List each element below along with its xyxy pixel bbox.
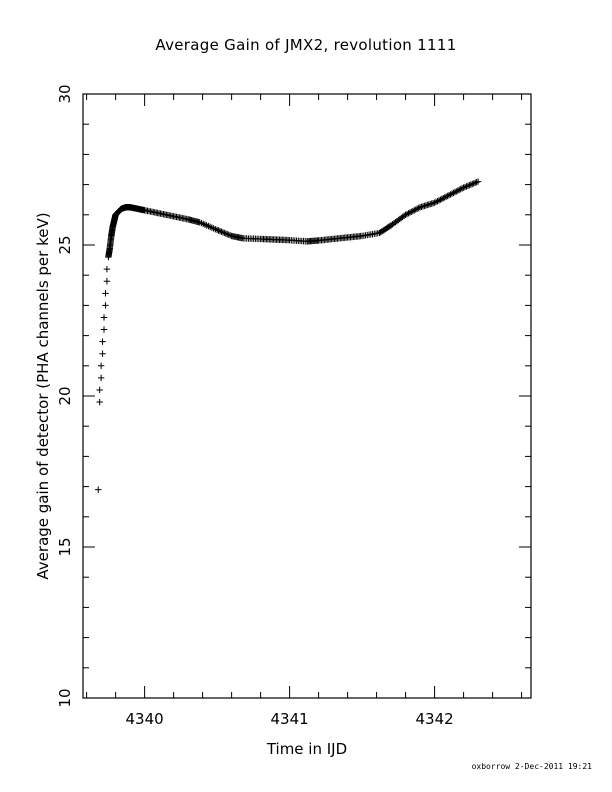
data-point-fill [216,227,224,235]
data-point-fill [409,207,417,215]
data-point-fill [457,185,464,193]
data-point-fill [454,187,461,194]
x-tick-label: 4341 [271,710,309,728]
data-point-fill [221,229,228,237]
data-point-fill [222,230,230,237]
data-point-fill [440,194,447,202]
y-axis-label: Average gain of detector (PHA channels p… [34,212,52,579]
data-point-fill [212,225,219,233]
data-point-fill [466,182,473,189]
data-point-fill [218,228,225,235]
data-point-fill [399,213,406,221]
data-point-fill [442,193,450,200]
data-point-fill [437,196,444,203]
y-tick-label: 15 [56,537,74,556]
data-point-fill [411,207,418,214]
data-point-fill [461,183,469,191]
data-point-fill [412,206,419,213]
data-point-fill [154,209,161,217]
data-point-fill [456,186,463,194]
data-point-fill [450,189,457,197]
data-point-fill [406,209,414,216]
data-point-fill [434,198,441,205]
data-point-fill [415,204,422,212]
data-point [96,386,103,394]
data-point-fill [432,198,440,206]
data-point [474,178,482,185]
data-point-fill [451,188,459,196]
data-point-fill [471,179,479,186]
data-point-fill [168,212,176,220]
data-point-fill [219,229,227,236]
data-point-fill [467,181,475,188]
data-point [103,278,111,285]
data-point-fill [224,230,231,238]
data-point-fill [413,205,421,212]
data-point [103,265,111,273]
y-tick-label: 20 [56,386,74,405]
data-point-fill [385,223,392,231]
data-point-fill [464,182,472,190]
data-point [99,350,106,357]
data-point-fill [429,199,437,207]
x-tick-label: 4340 [126,710,164,728]
data-point [100,326,108,333]
data-point-fill [215,227,222,234]
data-point-fill [195,218,202,226]
data-point-fill [469,180,476,188]
data-point-fill [470,180,477,187]
data-point [95,486,102,493]
data-point-fill [473,178,480,186]
data-point-fill [453,188,460,195]
data-point-fill [405,210,412,217]
data-point [102,290,109,297]
data-point [100,314,108,321]
data-point [96,398,103,406]
data-point [445,191,453,199]
data-point-fill [438,195,446,203]
chart-title: Average Gain of JMX2, revolution 1111 [155,36,457,54]
data-point-fill [448,190,456,197]
x-tick-label: 4342 [415,710,453,728]
y-tick-label: 30 [56,84,74,103]
data-point-fill [458,185,466,192]
data-point-fill [403,210,411,218]
footer-credit: oxborrow 2-Dec-2011 19:21 [471,762,592,771]
data-point-fill [444,192,451,200]
data-point [97,362,105,369]
data-point [102,302,109,309]
data-point-fill [374,230,381,237]
data-point [97,374,105,382]
y-tick-label: 10 [56,688,74,707]
data-point-fill [225,231,232,238]
data-point [99,338,106,345]
y-tick-label: 25 [56,235,74,254]
data-point-fill [447,191,454,198]
data-point-fill [435,197,443,204]
x-axis-label: Time in IJD [266,740,348,758]
data-point-fill [441,194,448,201]
data-point-fill [463,183,470,190]
data-point-fill [408,208,415,215]
data-point [460,184,467,191]
